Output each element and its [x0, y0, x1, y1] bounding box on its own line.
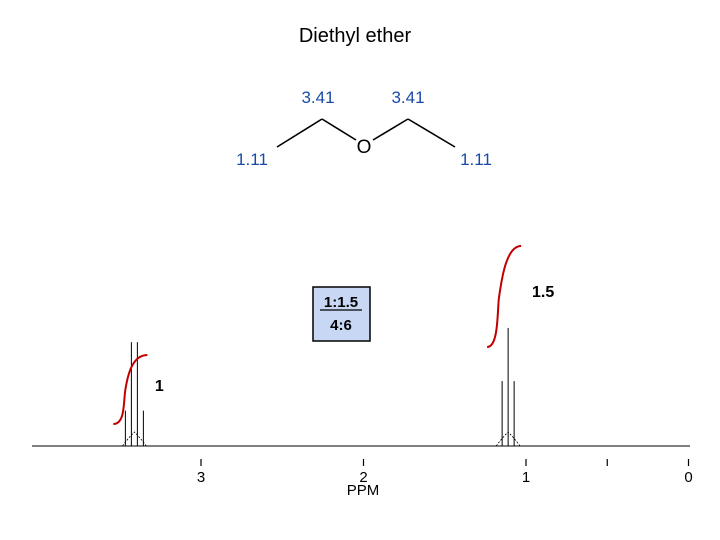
bond-c1-c2: [276, 118, 323, 148]
peak-triplet: [495, 328, 521, 447]
shift-label-ch3-left: 1.11: [236, 150, 268, 169]
ratio-line-2: 4:6: [330, 317, 352, 334]
peak-quartet: [122, 342, 147, 447]
spectrum-peaks: [122, 328, 521, 447]
shift-label-ch2-left: 3.41: [301, 88, 334, 107]
bond-c2-o: [321, 118, 357, 141]
shift-label-ch2-right: 3.41: [391, 88, 424, 107]
x-axis-title: PPM: [347, 482, 380, 499]
bond-o-c3: [372, 118, 409, 141]
integral-curves: 11.5: [113, 245, 554, 425]
integral-label: 1.5: [532, 284, 554, 301]
integral-curve: [113, 354, 148, 425]
ratio-box-frame: [312, 286, 371, 342]
integral-label: 1: [155, 378, 164, 395]
x-tick-label: 1: [522, 469, 530, 486]
chart-title: Diethyl ether: [299, 25, 412, 47]
peak-foot: [122, 431, 147, 447]
x-tick-label: 3: [197, 469, 205, 486]
x-axis: 3 2 1 0: [197, 459, 693, 486]
integral-curve: [486, 245, 522, 348]
x-tick-label: 0: [684, 469, 692, 486]
ratio-box: 1:1.5 4:6: [312, 286, 371, 342]
bond-c3-c4: [407, 118, 456, 148]
ratio-line-1: 1:1.5: [324, 294, 358, 311]
x-tick-label: 2: [359, 469, 367, 486]
molecule-structure: O 3.41 3.41 1.11 1.11: [236, 88, 492, 169]
shift-label-ch3-right: 1.11: [460, 150, 492, 169]
oxygen-atom: O: [357, 137, 372, 158]
